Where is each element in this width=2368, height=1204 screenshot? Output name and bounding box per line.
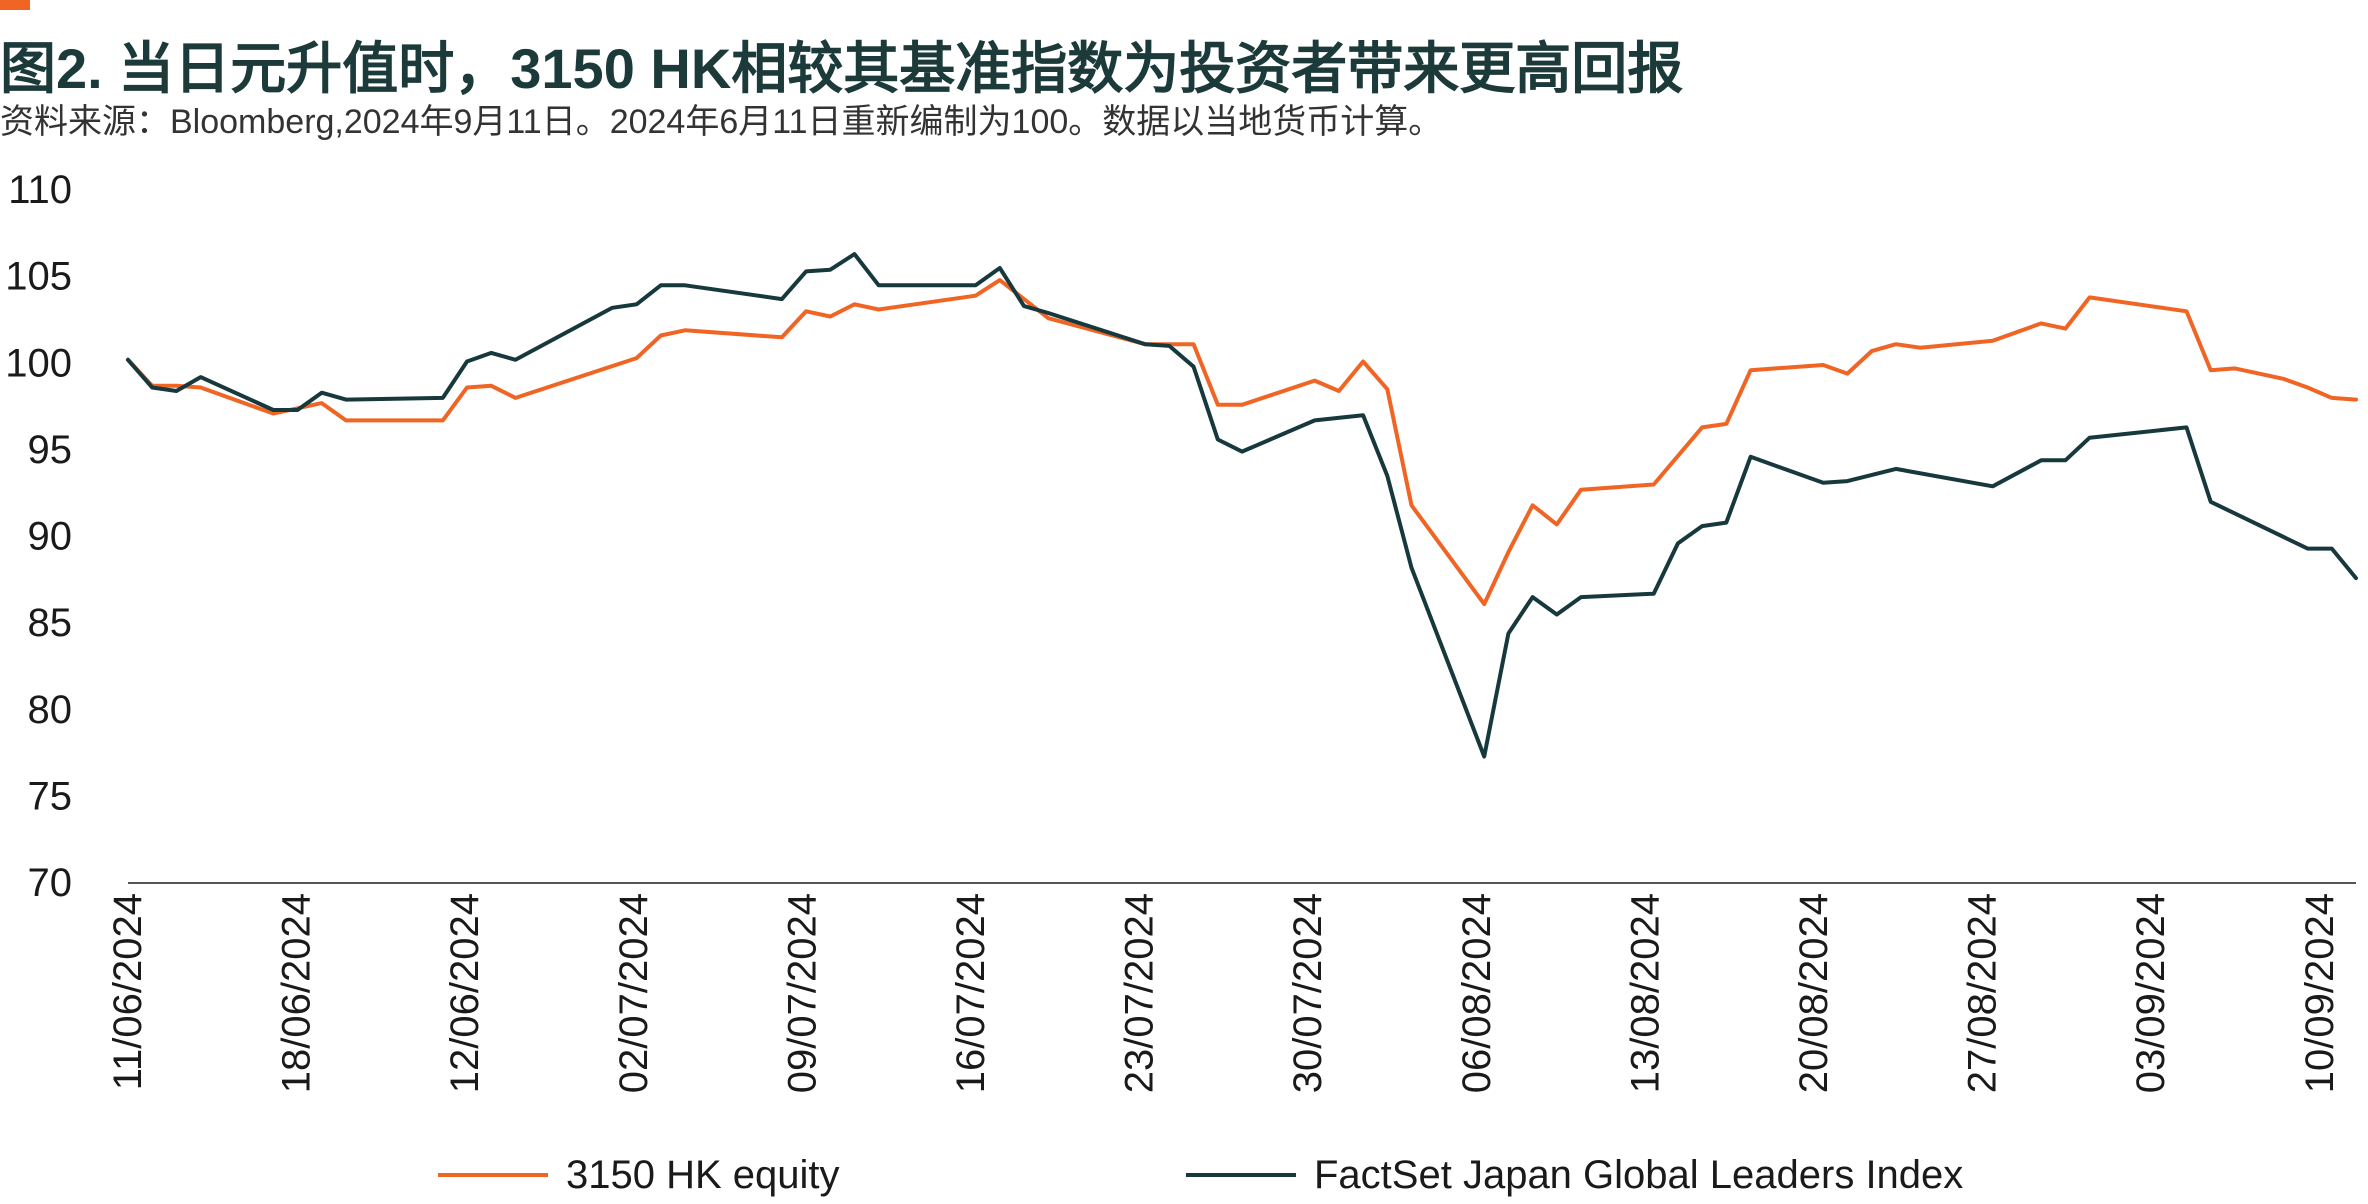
y-tick-label: 75 <box>28 774 73 818</box>
x-tick-label: 02/07/2024 <box>612 893 656 1093</box>
y-tick-label: 110 <box>8 168 72 212</box>
x-tick-label: 06/08/2024 <box>1455 893 1499 1093</box>
x-tick-label: 12/06/2024 <box>443 893 487 1093</box>
x-tick-label: 13/08/2024 <box>1623 893 1667 1093</box>
x-tick-label: 10/09/2024 <box>2298 893 2342 1093</box>
x-tick-label: 11/06/2024 <box>106 893 150 1090</box>
y-tick-label: 70 <box>28 861 73 905</box>
legend-item-factset: FactSet Japan Global Leaders Index <box>1186 1150 1963 1200</box>
y-tick-label: 85 <box>28 601 73 645</box>
legend-swatch-3150 <box>438 1173 548 1177</box>
chart-title: 图2. 当日元升值时，3150 HK相较其基准指数为投资者带来更高回报 <box>0 37 1684 100</box>
legend-label-factset: FactSet Japan Global Leaders Index <box>1314 1152 1964 1197</box>
y-tick-label: 80 <box>28 688 73 732</box>
legend-label-3150: 3150 HK equity <box>566 1152 840 1197</box>
x-tick-label: 20/08/2024 <box>1792 893 1836 1093</box>
x-tick-label: 27/08/2024 <box>1961 893 2005 1093</box>
legend-swatch-factset <box>1186 1173 1296 1177</box>
y-tick-label: 105 <box>5 255 72 299</box>
y-tick-label: 90 <box>28 515 73 559</box>
x-tick-label: 03/09/2024 <box>2129 893 2173 1093</box>
chart-subtitle: 资料来源：Bloomberg,2024年9月11日。2024年6月11日重新编制… <box>0 103 1443 141</box>
accent-bar <box>0 0 30 10</box>
x-tick-label: 30/07/2024 <box>1286 893 1330 1093</box>
series-line-3150-hk <box>126 278 2358 607</box>
x-tick-label: 23/07/2024 <box>1118 893 1162 1093</box>
x-tick-label: 18/06/2024 <box>275 893 319 1093</box>
legend-item-3150: 3150 HK equity <box>438 1150 840 1200</box>
x-tick-label: 09/07/2024 <box>780 893 824 1093</box>
x-tick-label: 16/07/2024 <box>949 893 993 1093</box>
series-line-factset-japan <box>126 252 2358 759</box>
y-tick-label: 100 <box>5 341 72 385</box>
y-tick-label: 95 <box>28 428 73 472</box>
